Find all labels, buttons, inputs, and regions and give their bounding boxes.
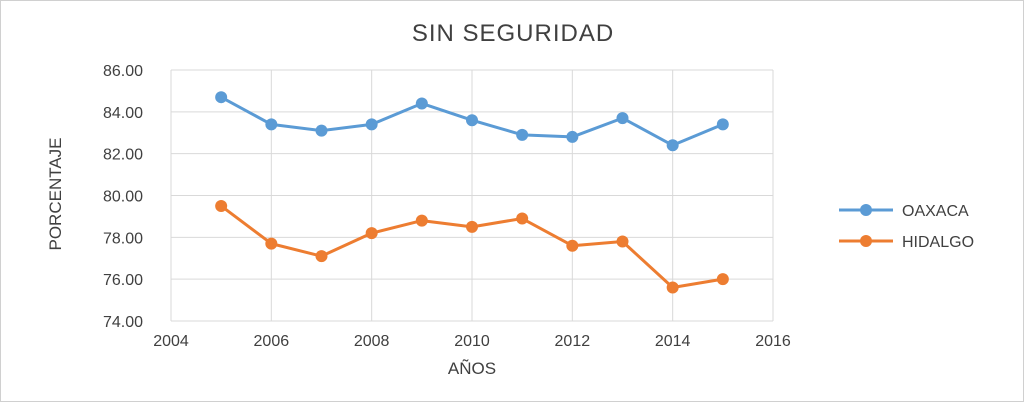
data-point — [666, 139, 679, 152]
data-point — [566, 239, 579, 252]
series-hidalgo — [215, 199, 729, 294]
data-point — [365, 227, 378, 240]
x-tick-label: 2004 — [153, 333, 189, 350]
data-point — [365, 118, 378, 131]
legend-item: HIDALGO — [839, 234, 974, 251]
data-point — [466, 220, 478, 233]
data-point — [666, 281, 679, 294]
tick-labels: 74.00 76.00 78.00 80.00 82.00 84.00 86.00 2004 2… — [103, 63, 791, 350]
y-tick-label: 80.00 — [103, 189, 143, 206]
data-point — [215, 199, 228, 212]
y-tick-label: 76.00 — [103, 272, 143, 289]
series-oaxaca — [215, 91, 729, 152]
legend-marker — [860, 204, 872, 216]
data-point — [466, 114, 478, 127]
y-tick-label: 86.00 — [103, 63, 143, 80]
gridlines — [170, 69, 774, 322]
y-axis-label: PORCENTAJE — [46, 137, 65, 250]
data-point — [716, 273, 729, 286]
legend-item: OAXACA — [839, 203, 969, 220]
data-point — [265, 237, 278, 250]
data-point — [315, 124, 328, 137]
legend: OAXACA HIDALGO — [839, 203, 974, 251]
legend-label: OAXACA — [902, 203, 969, 220]
x-tick-label: 2010 — [454, 333, 490, 350]
data-point — [516, 128, 529, 141]
legend-marker — [860, 235, 872, 247]
data-point — [265, 118, 278, 131]
y-tick-label: 74.00 — [103, 314, 143, 331]
x-tick-label: 2014 — [655, 333, 691, 350]
legend-label: HIDALGO — [902, 234, 974, 251]
chart-title: SIN SEGURIDAD — [412, 20, 614, 47]
data-point — [415, 214, 428, 227]
x-axis-label: AÑOS — [448, 359, 496, 378]
data-point — [516, 212, 529, 225]
x-tick-label: 2012 — [555, 333, 591, 350]
data-point — [315, 250, 328, 263]
data-point — [616, 235, 629, 248]
series-layer — [215, 91, 729, 294]
x-tick-label: 2006 — [254, 333, 290, 350]
data-point — [215, 91, 228, 104]
y-tick-label: 78.00 — [103, 230, 143, 247]
y-tick-label: 82.00 — [103, 147, 143, 164]
data-point — [566, 130, 579, 143]
x-tick-label: 2008 — [354, 333, 390, 350]
y-tick-label: 84.00 — [103, 105, 143, 122]
x-tick-label: 2016 — [755, 333, 791, 350]
data-point — [415, 97, 428, 110]
data-point — [716, 118, 729, 131]
data-point — [616, 112, 629, 125]
